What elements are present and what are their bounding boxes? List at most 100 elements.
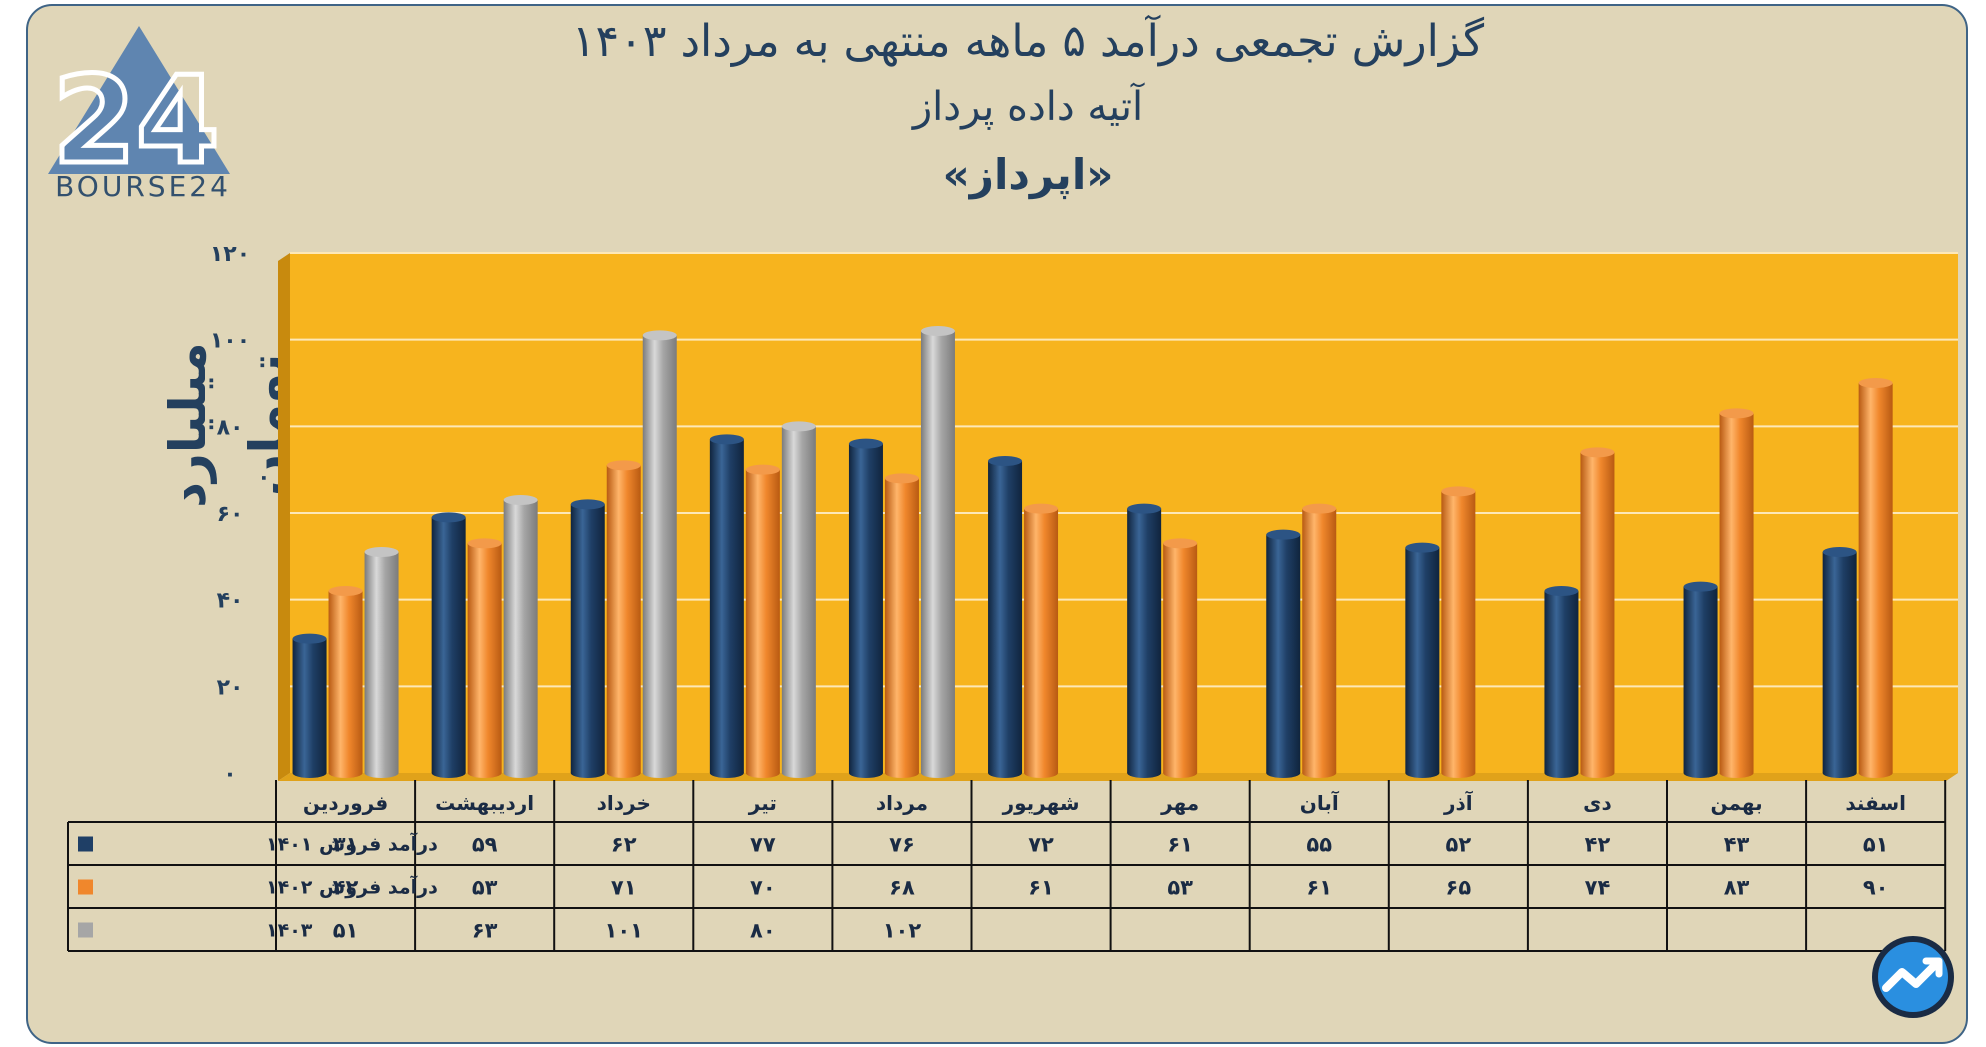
category-label: فروردین bbox=[303, 791, 388, 815]
category-label: آبان bbox=[1300, 790, 1340, 815]
bar bbox=[1719, 413, 1754, 773]
bar-cap bbox=[1544, 586, 1579, 596]
bar bbox=[364, 552, 399, 773]
bar-cap bbox=[467, 538, 502, 549]
data-label: ۵۹ bbox=[472, 833, 498, 857]
bar-cap bbox=[1302, 503, 1337, 514]
bar-base bbox=[1405, 768, 1440, 778]
bar bbox=[1024, 508, 1059, 773]
data-label: ۷۷ bbox=[750, 833, 776, 857]
data-label: ۳۱ bbox=[333, 833, 359, 857]
bar bbox=[1127, 508, 1162, 773]
data-label: ۷۰ bbox=[750, 876, 776, 900]
bar-cap bbox=[1683, 581, 1718, 592]
bar-cap bbox=[642, 330, 677, 341]
bar-base bbox=[920, 768, 955, 778]
legend-swatch bbox=[78, 836, 93, 852]
data-label: ۵۳ bbox=[1167, 876, 1193, 900]
category-label: مهر bbox=[1160, 791, 1199, 815]
data-label: ۵۱ bbox=[1863, 833, 1889, 857]
bar-base bbox=[1127, 768, 1162, 778]
data-label: ۶۱ bbox=[1306, 876, 1332, 900]
bar bbox=[920, 331, 955, 773]
bar-cap bbox=[328, 586, 363, 596]
bar-cap bbox=[1163, 538, 1198, 549]
data-label: ۱۰۱ bbox=[605, 919, 643, 943]
data-label: ۶۱ bbox=[1028, 876, 1054, 900]
bar-base bbox=[1683, 768, 1718, 778]
bar-base bbox=[1266, 768, 1301, 778]
y-tick-label: ۸۰ bbox=[217, 415, 244, 440]
bar bbox=[503, 500, 538, 773]
bar-cap bbox=[1441, 486, 1476, 497]
bar-base bbox=[988, 768, 1023, 778]
bar-base bbox=[1858, 768, 1893, 778]
bar bbox=[988, 461, 1023, 773]
data-label: ۷۲ bbox=[1028, 833, 1054, 857]
bar-base bbox=[431, 768, 466, 778]
legend-label: درآمد فروش ۱۴۰۱ bbox=[266, 832, 438, 856]
y-tick-label: ۶۰ bbox=[217, 502, 244, 527]
bar-base bbox=[292, 768, 327, 778]
bar-cap bbox=[431, 512, 466, 523]
bar-base bbox=[848, 768, 883, 778]
bar bbox=[1441, 491, 1476, 773]
category-label: بهمن bbox=[1710, 791, 1762, 815]
bar bbox=[884, 478, 919, 773]
bar bbox=[1266, 534, 1301, 773]
bar-cap bbox=[988, 456, 1023, 466]
y-tick-label: ۴۰ bbox=[217, 589, 244, 614]
plot-floor bbox=[278, 773, 1958, 781]
bar bbox=[467, 543, 502, 773]
bar-cap bbox=[1858, 378, 1893, 388]
bar-base bbox=[503, 768, 538, 778]
y-tick-label: ۰ bbox=[223, 762, 236, 787]
trend-chart-icon[interactable] bbox=[1868, 932, 1958, 1022]
data-label: ۶۸ bbox=[889, 876, 915, 900]
data-label: ۷۴ bbox=[1585, 876, 1611, 900]
bar-cap bbox=[1127, 503, 1162, 514]
bar-base bbox=[570, 768, 605, 778]
bar-base bbox=[1163, 768, 1198, 778]
bar-cap bbox=[1822, 547, 1857, 557]
plot-side-wall bbox=[278, 253, 290, 781]
bar-cap bbox=[1405, 542, 1440, 553]
bar-base bbox=[328, 768, 363, 778]
bar-cap bbox=[570, 499, 605, 510]
data-label: ۶۲ bbox=[611, 833, 637, 857]
data-label: ۶۱ bbox=[1167, 833, 1193, 857]
data-label: ۶۳ bbox=[472, 919, 498, 943]
bar-cap bbox=[709, 434, 744, 445]
category-label: مرداد bbox=[876, 791, 928, 815]
data-label: ۱۰۲ bbox=[883, 919, 922, 943]
bar-cap bbox=[848, 438, 883, 449]
bar-base bbox=[1719, 768, 1754, 778]
data-label: ۵۲ bbox=[1446, 833, 1472, 857]
bar-cap bbox=[503, 495, 538, 505]
ticker-symbol: «اپرداز» bbox=[942, 150, 1114, 199]
bar-cap bbox=[781, 421, 816, 432]
data-label: ۸۳ bbox=[1724, 876, 1750, 900]
legend-swatch bbox=[78, 922, 93, 938]
bar-base bbox=[1580, 768, 1615, 778]
bar bbox=[1405, 547, 1440, 773]
bar-cap bbox=[1580, 447, 1615, 458]
bar bbox=[1163, 543, 1198, 773]
category-label: اسفند bbox=[1845, 791, 1906, 815]
bar-base bbox=[606, 768, 641, 778]
data-label: ۴۲ bbox=[333, 876, 359, 900]
bourse24-logo-icon: 24 bbox=[48, 26, 230, 194]
data-label: ۷۶ bbox=[889, 833, 915, 857]
bar-cap bbox=[1024, 503, 1059, 514]
y-tick-label: ۱۲۰ bbox=[210, 242, 250, 267]
legend-label: ۱۴۰۳ bbox=[266, 920, 313, 942]
bar bbox=[292, 638, 327, 773]
bar-base bbox=[642, 768, 677, 778]
bar bbox=[606, 465, 641, 773]
company-name: آتیه داده پرداز bbox=[912, 84, 1144, 130]
category-label: خرداد bbox=[597, 791, 651, 815]
bar-cap bbox=[606, 460, 641, 471]
data-label: ۵۱ bbox=[333, 919, 359, 943]
bar bbox=[1683, 586, 1718, 773]
data-label: ۷۱ bbox=[611, 876, 637, 900]
